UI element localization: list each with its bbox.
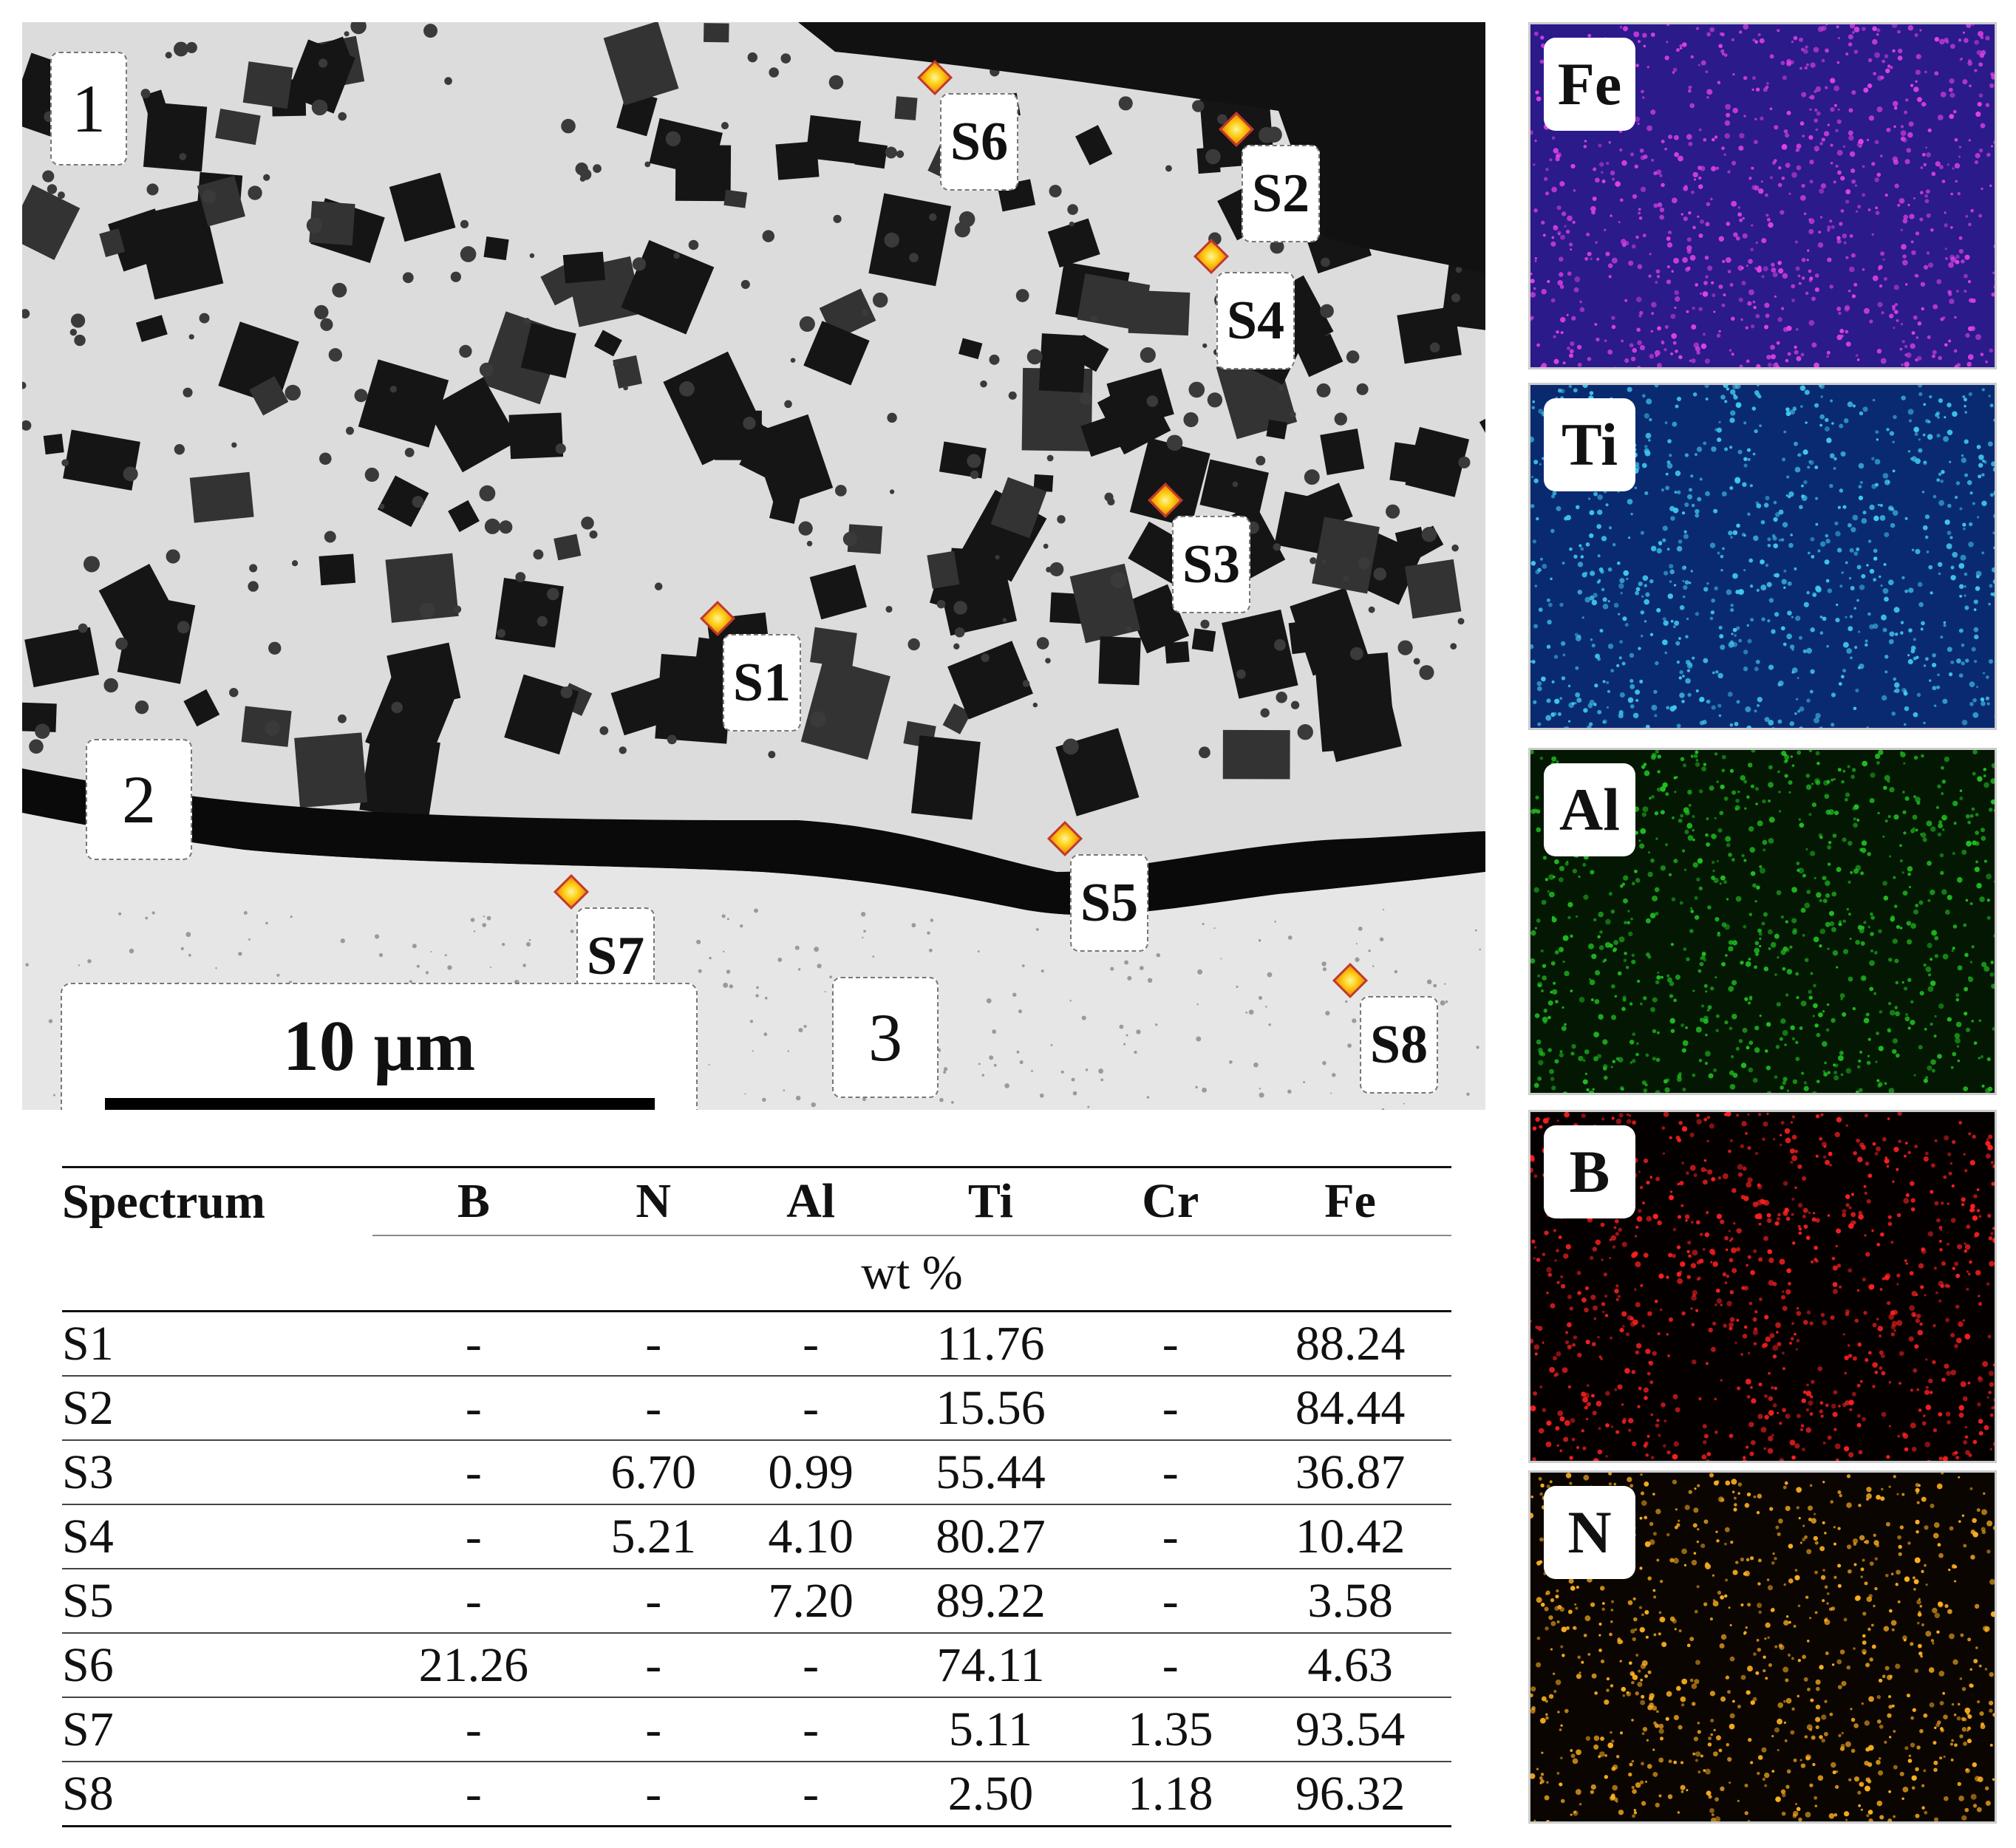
scale-bar: 10 µm	[61, 983, 698, 1110]
value-cell: -	[372, 1761, 575, 1827]
value-cell: -	[372, 1504, 575, 1569]
value-cell: -	[372, 1310, 575, 1376]
value-cell: 96.32	[1249, 1761, 1451, 1827]
value-cell: -	[1092, 1310, 1250, 1376]
value-cell: 1.35	[1092, 1697, 1250, 1762]
value-cell: 4.63	[1249, 1632, 1451, 1697]
spectrum-label-s4: S4	[1216, 272, 1295, 369]
value-cell: -	[574, 1697, 732, 1762]
table-unit-row: wt %	[62, 1235, 1451, 1312]
spectrum-label-s5: S5	[1070, 854, 1148, 952]
value-cell: -	[732, 1761, 890, 1827]
element-label-fe: Fe	[1544, 38, 1635, 131]
spectrum-cell: S4	[62, 1504, 372, 1569]
value-cell: 93.54	[1249, 1697, 1451, 1762]
header-al: Al	[732, 1166, 890, 1235]
value-cell: -	[1092, 1375, 1250, 1440]
spectrum-cell: S7	[62, 1697, 372, 1762]
value-cell: -	[732, 1632, 890, 1697]
element-label-b: B	[1544, 1125, 1635, 1218]
element-map-b: B	[1528, 1110, 1997, 1463]
table-header-row: Spectrum B N Al Ti Cr Fe	[62, 1166, 1451, 1235]
header-fe: Fe	[1249, 1166, 1451, 1235]
spectrum-cell: S1	[62, 1310, 372, 1376]
value-cell: 5.11	[889, 1697, 1092, 1762]
spectrum-cell: S5	[62, 1568, 372, 1633]
value-cell: 36.87	[1249, 1439, 1451, 1504]
region-3-label: 3	[832, 977, 939, 1098]
value-cell: -	[372, 1697, 575, 1762]
sem-micrograph: 1 2 3 S6 S2 S4 S3 S1 S5 S7 S8 10 µm	[22, 22, 1485, 1110]
element-map-fe: Fe	[1528, 22, 1997, 369]
value-cell: 89.22	[889, 1568, 1092, 1633]
value-cell: 10.42	[1249, 1504, 1451, 1569]
value-cell: -	[1092, 1504, 1250, 1569]
spectrum-label-s6: S6	[940, 93, 1018, 191]
value-cell: -	[372, 1568, 575, 1633]
spectrum-label-s1: S1	[723, 634, 801, 732]
spectrum-cell: S8	[62, 1761, 372, 1827]
value-cell: 1.18	[1092, 1761, 1250, 1827]
unit-label: wt %	[372, 1235, 1451, 1312]
spectrum-cell: S6	[62, 1632, 372, 1697]
region-1-label: 1	[50, 52, 127, 166]
element-label-ti: Ti	[1544, 398, 1635, 491]
table-row: S2- - -15.56-84.44	[62, 1375, 1451, 1440]
value-cell: 6.70	[574, 1439, 732, 1504]
table-row: S6 21.26- -74.11-4.63	[62, 1632, 1451, 1697]
element-label-n: N	[1544, 1486, 1635, 1579]
table-row: S1- - -11.76-88.24	[62, 1310, 1451, 1376]
value-cell: -	[574, 1310, 732, 1376]
value-cell: -	[372, 1439, 575, 1504]
element-label-al: Al	[1544, 763, 1635, 856]
value-cell: 55.44	[889, 1439, 1092, 1504]
header-cr: Cr	[1092, 1166, 1250, 1235]
table-row: S7- - -5.11 1.35 93.54	[62, 1697, 1451, 1762]
element-map-ti: Ti	[1528, 383, 1997, 730]
spectrum-label-s8: S8	[1360, 996, 1438, 1094]
table-row: S8- - -2.50 1.18 96.32	[62, 1761, 1451, 1827]
value-cell: 4.10	[732, 1504, 890, 1569]
value-cell: 80.27	[889, 1504, 1092, 1569]
value-cell: 15.56	[889, 1375, 1092, 1440]
value-cell: -	[1092, 1568, 1250, 1633]
value-cell: 3.58	[1249, 1568, 1451, 1633]
header-b: B	[372, 1166, 575, 1235]
value-cell: -	[732, 1310, 890, 1376]
value-cell: -	[1092, 1439, 1250, 1504]
eds-composition-table: Spectrum B N Al Ti Cr Fe wt % S1- - -11.76…	[62, 1166, 1451, 1827]
region-2-label: 2	[86, 739, 192, 860]
value-cell: -	[574, 1632, 732, 1697]
scale-bar-label: 10 µm	[282, 1006, 476, 1086]
spectrum-cell: S3	[62, 1439, 372, 1504]
header-n: N	[574, 1166, 732, 1235]
scale-bar-line	[105, 1098, 655, 1110]
value-cell: -	[574, 1761, 732, 1827]
spectrum-label-s3: S3	[1172, 516, 1250, 613]
value-cell: -	[1092, 1632, 1250, 1697]
value-cell: 21.26	[372, 1632, 575, 1697]
spectrum-label-s2: S2	[1242, 145, 1320, 242]
value-cell: 11.76	[889, 1310, 1092, 1376]
table-row: S5- -7.20 89.22-3.58	[62, 1568, 1451, 1633]
value-cell: 84.44	[1249, 1375, 1451, 1440]
value-cell: -	[574, 1568, 732, 1633]
value-cell: 5.21	[574, 1504, 732, 1569]
value-cell: 7.20	[732, 1568, 890, 1633]
value-cell: 74.11	[889, 1632, 1092, 1697]
table-row: S3-6.70 0.99 55.44-36.87	[62, 1439, 1451, 1504]
element-map-al: Al	[1528, 748, 1997, 1095]
value-cell: 88.24	[1249, 1310, 1451, 1376]
element-map-n: N	[1528, 1470, 1997, 1824]
table-row: S4-5.21 4.10 80.27-10.42	[62, 1504, 1451, 1569]
value-cell: 0.99	[732, 1439, 890, 1504]
value-cell: 2.50	[889, 1761, 1092, 1827]
header-ti: Ti	[889, 1166, 1092, 1235]
value-cell: -	[732, 1375, 890, 1440]
value-cell: -	[732, 1697, 890, 1762]
header-spectrum: Spectrum	[62, 1166, 372, 1235]
value-cell: -	[372, 1375, 575, 1440]
value-cell: -	[574, 1375, 732, 1440]
spectrum-cell: S2	[62, 1375, 372, 1440]
